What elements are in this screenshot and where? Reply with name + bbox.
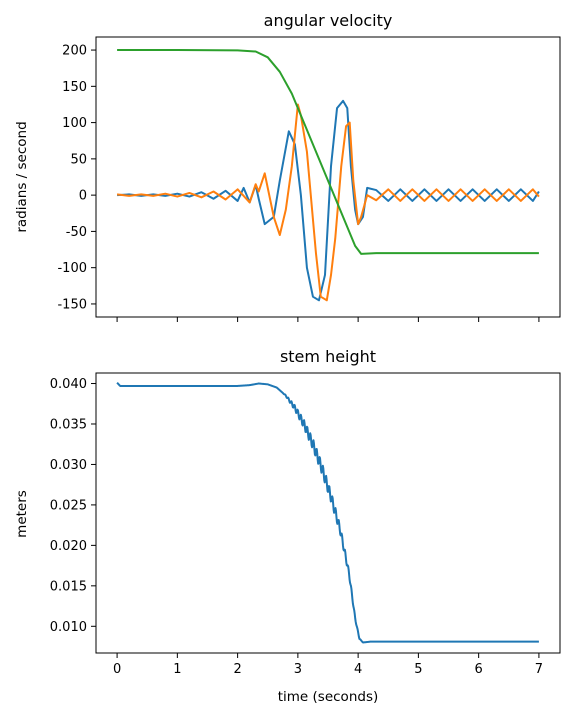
y-tick-label: 50 xyxy=(70,152,87,167)
y-tick-label: 0.015 xyxy=(50,579,87,594)
y-tick-label: -150 xyxy=(57,297,87,312)
x-tick-label: 6 xyxy=(475,662,483,677)
stem-height-subplot: stem height meters time (seconds) 0 1 2 3 4 5… xyxy=(14,347,561,705)
time-xlabel: time (seconds) xyxy=(278,689,379,705)
angular-velocity-frame xyxy=(95,36,561,318)
stem-height-series xyxy=(116,382,540,644)
angular-velocity-ticks: -150 -100 -50 0 50 100 150 200 xyxy=(57,44,540,322)
angular-velocity-subplot: angular velocity radians / second -150-1… xyxy=(14,11,561,322)
stem-height-frame xyxy=(95,372,561,654)
angular-velocity-ylabel: radians / second xyxy=(14,121,30,232)
series-line-0-0 xyxy=(117,99,540,302)
y-tick-label: 0.040 xyxy=(50,377,87,392)
y-tick-label: 200 xyxy=(62,44,87,59)
x-tick-label: 2 xyxy=(233,662,241,677)
y-tick-label: 0.025 xyxy=(50,498,87,513)
x-tick-label: 1 xyxy=(173,662,181,677)
y-tick-label: 0.035 xyxy=(50,417,87,432)
x-tick-label: 0 xyxy=(113,662,121,677)
y-tick-label: -100 xyxy=(57,261,87,276)
angular-velocity-title: angular velocity xyxy=(264,11,393,30)
y-tick-label: 150 xyxy=(62,80,87,95)
stem-height-title: stem height xyxy=(280,347,376,366)
x-tick-label: 7 xyxy=(535,662,543,677)
x-tick-label: 4 xyxy=(354,662,362,677)
y-tick-label: 100 xyxy=(62,116,87,131)
x-tick-label: 5 xyxy=(414,662,422,677)
series-line-0-1 xyxy=(116,103,540,302)
y-tick-label: 0.030 xyxy=(50,458,87,473)
series-line-0-2 xyxy=(117,49,539,255)
y-tick-label: -50 xyxy=(66,225,87,240)
series-line-1-0 xyxy=(116,382,540,644)
y-tick-label: 0.020 xyxy=(50,539,87,554)
stem-height-ticks: 0 1 2 3 4 5 6 7 0.010 0.015 0.020 0.025 0.030 0.035 0.… xyxy=(50,377,543,677)
y-tick-label: 0 xyxy=(79,189,87,204)
angular-velocity-series xyxy=(116,49,540,302)
stem-height-ylabel: meters xyxy=(14,490,30,538)
x-tick-label: 3 xyxy=(294,662,302,677)
y-tick-label: 0.010 xyxy=(50,620,87,635)
